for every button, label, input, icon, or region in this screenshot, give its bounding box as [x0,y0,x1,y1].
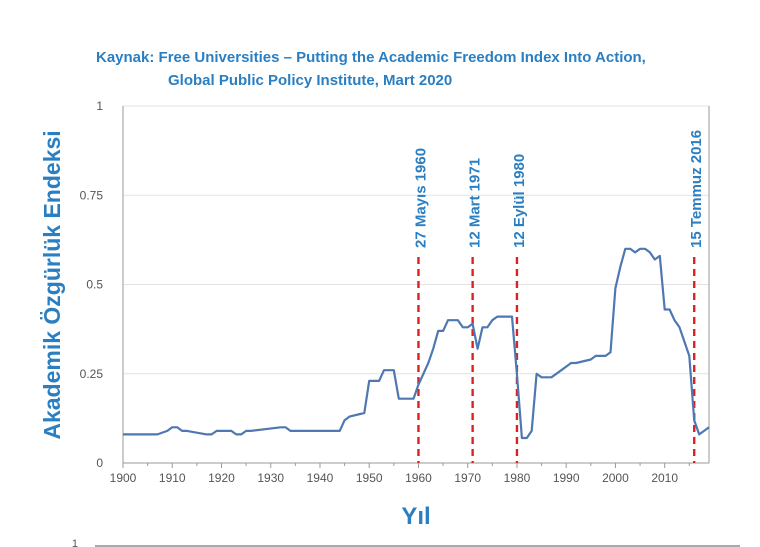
series-line [123,247,710,440]
x-tick-label: 1910 [159,471,186,485]
y-tick-label: 0 [96,456,103,470]
x-tick-label: 1980 [504,471,531,485]
y-tick-label: 0.25 [80,367,104,381]
x-tick-label: 1900 [110,471,137,485]
x-tick-label: 1990 [553,471,580,485]
x-tick-label: 2000 [602,471,629,485]
x-tick-label: 1970 [454,471,481,485]
y-tick-label: 0.5 [86,278,103,292]
event-label: 12 Mart 1971 [467,158,484,248]
y-axis-title: Akademik Özgürlük Endeksi [39,130,65,439]
y-tick-label: 0.75 [80,188,104,202]
source-line-2: Global Public Policy Institute, Mart 202… [168,72,453,89]
event-label: 12 Eylül 1980 [511,154,528,248]
next-chart-fragment-label: 1 [72,538,78,547]
x-tick-label: 2010 [651,471,678,485]
x-axis-title: Yıl [401,503,430,530]
x-tick-label: 1950 [356,471,383,485]
x-tick-label: 1940 [307,471,334,485]
event-label: 15 Temmuz 2016 [688,130,705,248]
source-line-1: Kaynak: Free Universities – Putting the … [96,49,646,66]
event-label: 27 Mayıs 1960 [412,148,429,248]
x-tick-label: 1960 [405,471,432,485]
x-tick-label: 1930 [257,471,284,485]
y-tick-label: 1 [96,99,103,113]
x-tick-label: 1920 [208,471,235,485]
